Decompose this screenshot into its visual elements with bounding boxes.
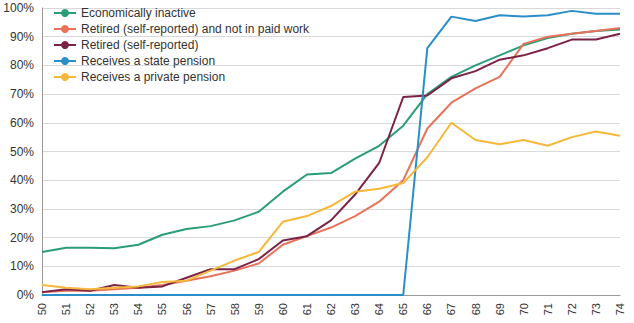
svg-text:70: 70: [518, 303, 530, 315]
svg-text:56: 56: [181, 303, 193, 315]
svg-text:59: 59: [253, 303, 265, 315]
svg-text:30%: 30%: [10, 202, 34, 216]
svg-text:66: 66: [421, 303, 433, 315]
svg-text:100%: 100%: [3, 1, 34, 15]
svg-text:Retired (self-reported) and no: Retired (self-reported) and not in paid …: [81, 22, 310, 36]
svg-text:53: 53: [108, 303, 120, 315]
svg-text:57: 57: [205, 303, 217, 315]
svg-text:62: 62: [325, 303, 337, 315]
svg-text:67: 67: [445, 303, 457, 315]
svg-text:58: 58: [229, 303, 241, 315]
svg-text:63: 63: [349, 303, 361, 315]
svg-text:40%: 40%: [10, 173, 34, 187]
svg-text:50%: 50%: [10, 145, 34, 159]
svg-text:73: 73: [590, 303, 602, 315]
svg-text:72: 72: [566, 303, 578, 315]
svg-text:71: 71: [542, 303, 554, 315]
svg-text:0%: 0%: [17, 288, 35, 302]
svg-text:80%: 80%: [10, 58, 34, 72]
svg-text:70%: 70%: [10, 87, 34, 101]
svg-text:Retired (self-reported): Retired (self-reported): [81, 38, 198, 52]
svg-text:51: 51: [60, 303, 72, 315]
svg-text:64: 64: [373, 303, 385, 315]
svg-text:10%: 10%: [10, 259, 34, 273]
svg-text:52: 52: [84, 303, 96, 315]
svg-text:Receives a private pension: Receives a private pension: [81, 70, 225, 84]
svg-text:68: 68: [470, 303, 482, 315]
svg-text:50: 50: [36, 303, 48, 315]
svg-text:60%: 60%: [10, 116, 34, 130]
svg-text:60: 60: [277, 303, 289, 315]
svg-text:61: 61: [301, 303, 313, 315]
svg-text:Economically inactive: Economically inactive: [81, 6, 196, 20]
svg-text:69: 69: [494, 303, 506, 315]
svg-text:54: 54: [132, 303, 144, 315]
svg-text:74: 74: [614, 303, 626, 315]
svg-text:Receives a state pension: Receives a state pension: [81, 54, 215, 68]
svg-text:90%: 90%: [10, 30, 34, 44]
svg-text:20%: 20%: [10, 231, 34, 245]
svg-text:55: 55: [156, 303, 168, 315]
svg-text:65: 65: [397, 303, 409, 315]
